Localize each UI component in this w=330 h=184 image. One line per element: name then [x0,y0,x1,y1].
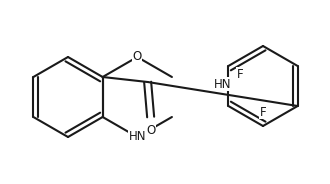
Text: F: F [237,68,244,81]
Text: F: F [260,105,266,118]
Text: O: O [133,50,142,63]
Text: HN: HN [214,77,231,91]
Text: HN: HN [128,130,146,144]
Text: O: O [146,123,155,137]
